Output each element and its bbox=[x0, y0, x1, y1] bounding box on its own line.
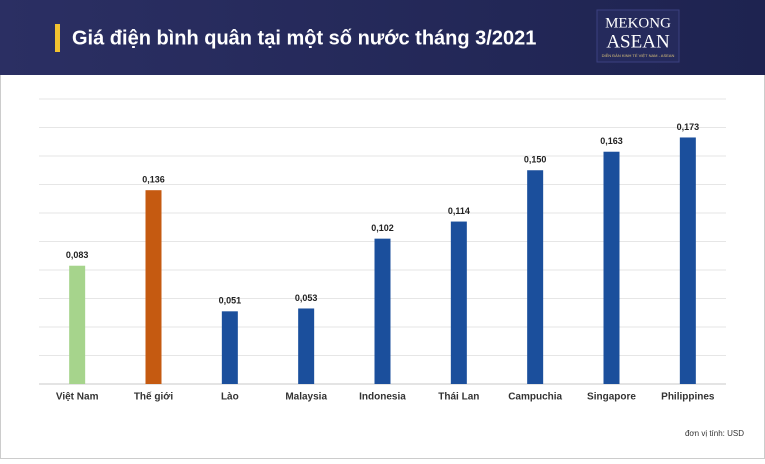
bar bbox=[145, 190, 162, 384]
bar bbox=[298, 308, 315, 384]
logo-tagline: DIỄN ĐÀN KINH TẾ VIỆT NAM - ASEAN bbox=[602, 53, 675, 58]
logo-top: MEKONG bbox=[605, 15, 671, 31]
logo-bottom: ASEAN bbox=[606, 31, 670, 52]
bar bbox=[221, 311, 238, 384]
logo-box bbox=[596, 9, 680, 63]
value-label: 0,114 bbox=[448, 206, 470, 216]
x-tick-label: Malaysia bbox=[285, 392, 327, 403]
x-tick-label: Singapore bbox=[587, 392, 636, 403]
value-label: 0,173 bbox=[677, 122, 700, 132]
bar bbox=[603, 151, 620, 384]
x-tick-label: Thái Lan bbox=[438, 392, 479, 403]
bar bbox=[374, 238, 391, 384]
bar bbox=[69, 265, 86, 384]
x-tick-label: Campuchia bbox=[508, 392, 562, 403]
x-tick-label: Lào bbox=[221, 392, 239, 403]
value-label: 0,083 bbox=[66, 250, 89, 260]
bar bbox=[450, 221, 467, 384]
value-label: 0,163 bbox=[600, 136, 623, 146]
value-label: 0,053 bbox=[295, 293, 318, 303]
bar bbox=[679, 137, 696, 384]
unit-note: đơn vị tính: USD bbox=[685, 429, 744, 438]
value-label: 0,051 bbox=[219, 296, 242, 306]
x-tick-label: Việt Nam bbox=[56, 392, 99, 403]
title-accent bbox=[55, 24, 60, 52]
x-tick-label: Thế giới bbox=[134, 391, 174, 403]
x-tick-label: Philippines bbox=[661, 392, 715, 403]
x-tick-label: Indonesia bbox=[359, 392, 406, 403]
chart-title: Giá điện bình quân tại một số nước tháng… bbox=[72, 27, 536, 49]
value-label: 0,102 bbox=[371, 223, 394, 233]
value-label: 0,150 bbox=[524, 155, 547, 165]
bar bbox=[527, 170, 544, 384]
value-label: 0,136 bbox=[142, 175, 165, 185]
